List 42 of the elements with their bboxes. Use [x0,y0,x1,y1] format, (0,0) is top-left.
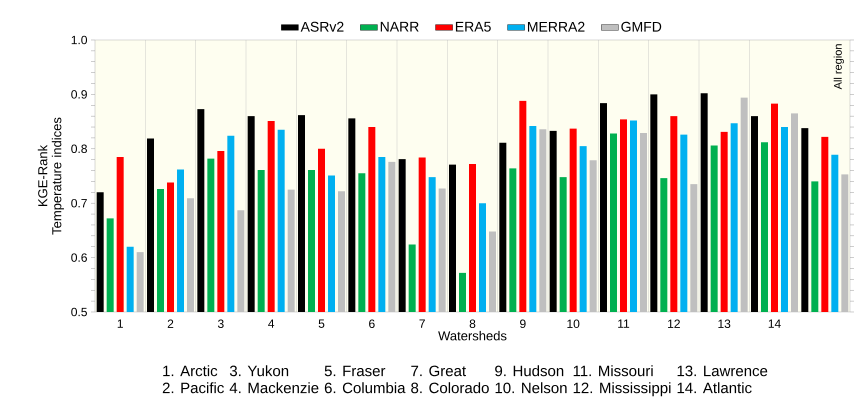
x-tick-label: 12 [668,320,680,328]
legend-label: MERRA2 [528,22,584,32]
x-tick-label: 4 [268,320,274,328]
x-tick-label: 5 [318,320,324,328]
text: 3. Yukon [230,365,288,376]
x-tick-label: 3 [218,320,224,328]
text: 13. Lawrence [678,366,768,376]
y-tick-label: 0.9 [71,90,87,99]
text: 5. Fraser [324,366,386,376]
legend-label: NARR [380,22,419,32]
text: 7. Great [411,366,466,376]
x-tick-label: 6 [369,320,375,328]
x-tick-label: 14 [768,320,781,328]
text: 8. Colorado [411,382,489,394]
text: 11. Missouri [574,365,653,376]
legend-label: ERA5 [456,22,491,32]
text: 2. Pacific [162,382,224,394]
text: 12. Mississippi [574,382,670,396]
legend-label: GMFD [621,22,662,32]
x-tick-label: 13 [718,320,730,328]
y-axis-title: KGE-Rank Temperature indices [38,118,64,235]
text: 6. Columbia [324,382,406,394]
legend-label: ASRv2 [300,22,344,32]
y-tick-label: 0.5 [71,308,87,316]
y-tick-label: 1.0 [72,36,88,44]
text: 4. Mackenzie [230,382,318,394]
x-tick-label: 8 [470,320,476,328]
y-tick-label: 0.6 [71,253,87,262]
text: 9. Hudson [495,365,564,376]
x-tick-label: 1 [118,320,123,328]
y-tick-label: 0.8 [71,144,87,154]
annotation: All region [834,44,844,90]
x-tick-label: 7 [419,320,425,328]
x-tick-label: 2 [168,320,174,328]
text: 10. Nelson [496,382,567,394]
x-axis-title: Watersheds [438,330,506,340]
y-tick-label: 0.7 [71,198,87,208]
text: 1. Arctic [163,365,218,376]
text: 14. Atlantic [678,382,752,394]
x-tick-label: 11 [618,320,630,328]
x-tick-label: 10 [567,320,580,328]
x-tick-label: 9 [520,320,526,328]
